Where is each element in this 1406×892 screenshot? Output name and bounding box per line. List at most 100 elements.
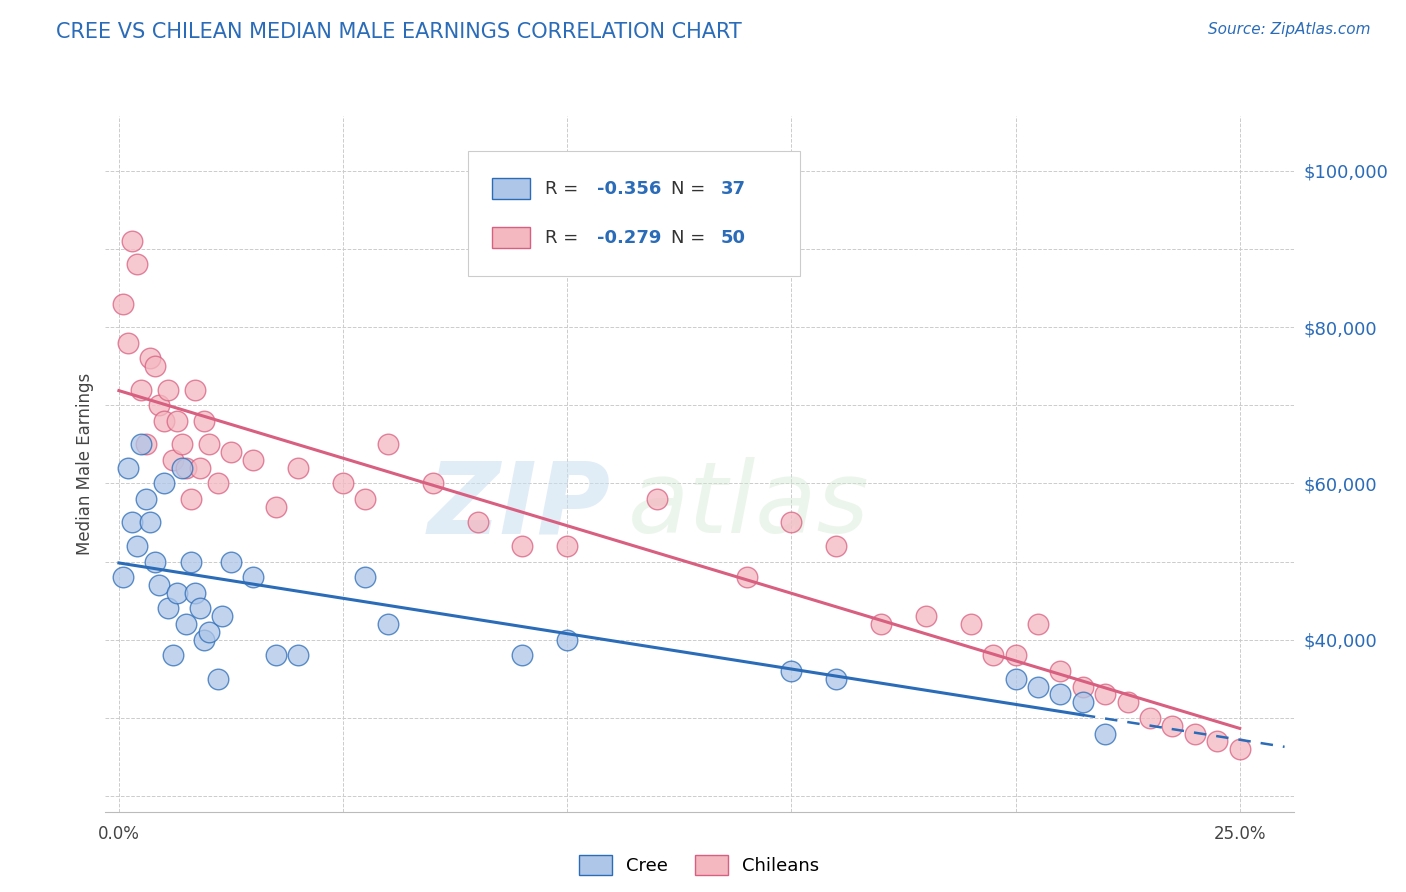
Point — [512, 539, 534, 553]
Point — [193, 414, 215, 428]
Legend: Cree, Chileans: Cree, Chileans — [572, 847, 827, 883]
Point — [121, 234, 143, 248]
Text: atlas: atlas — [628, 457, 870, 554]
Point — [143, 359, 166, 373]
Text: R =: R = — [546, 180, 583, 198]
Point — [377, 437, 399, 451]
Point — [184, 383, 207, 397]
Point — [780, 664, 803, 678]
Point — [1004, 672, 1026, 686]
Point — [1161, 719, 1184, 733]
Text: 37: 37 — [721, 180, 745, 198]
Point — [131, 383, 153, 397]
Point — [197, 624, 219, 639]
Point — [870, 617, 893, 632]
Point — [112, 296, 135, 310]
Point — [180, 491, 202, 506]
Point — [166, 414, 188, 428]
Text: R =: R = — [546, 229, 583, 247]
Point — [825, 672, 848, 686]
Point — [555, 539, 578, 553]
Point — [139, 351, 162, 366]
Point — [1026, 680, 1049, 694]
Point — [287, 460, 309, 475]
Point — [207, 476, 229, 491]
Point — [197, 437, 219, 451]
Text: 50: 50 — [721, 229, 745, 247]
Point — [555, 632, 578, 647]
Point — [981, 648, 1004, 663]
Point — [152, 476, 174, 491]
Point — [170, 460, 193, 475]
Point — [207, 672, 229, 686]
Point — [1026, 617, 1049, 632]
Point — [157, 601, 180, 615]
Point — [645, 491, 668, 506]
Point — [157, 383, 180, 397]
Point — [1071, 695, 1094, 709]
Point — [188, 601, 211, 615]
Point — [162, 453, 184, 467]
Point — [1094, 726, 1116, 740]
Text: -0.279: -0.279 — [598, 229, 662, 247]
Point — [1049, 688, 1071, 702]
Y-axis label: Median Male Earnings: Median Male Earnings — [76, 373, 94, 555]
Point — [1139, 711, 1161, 725]
Point — [121, 516, 143, 530]
Text: CREE VS CHILEAN MEDIAN MALE EARNINGS CORRELATION CHART: CREE VS CHILEAN MEDIAN MALE EARNINGS COR… — [56, 22, 742, 42]
Point — [174, 460, 197, 475]
Point — [1184, 726, 1206, 740]
FancyBboxPatch shape — [492, 178, 530, 199]
Point — [131, 437, 153, 451]
Point — [188, 460, 211, 475]
Point — [148, 578, 170, 592]
Point — [219, 555, 242, 569]
FancyBboxPatch shape — [492, 227, 530, 248]
Point — [193, 632, 215, 647]
Point — [735, 570, 758, 584]
Point — [1049, 664, 1071, 678]
Point — [377, 617, 399, 632]
Point — [264, 500, 287, 514]
Text: N =: N = — [671, 229, 711, 247]
Point — [422, 476, 444, 491]
Point — [135, 437, 157, 451]
Point — [512, 648, 534, 663]
Point — [1071, 680, 1094, 694]
Point — [332, 476, 354, 491]
Point — [166, 586, 188, 600]
FancyBboxPatch shape — [468, 151, 800, 276]
Point — [125, 539, 148, 553]
Point — [143, 555, 166, 569]
Point — [135, 491, 157, 506]
Point — [180, 555, 202, 569]
Point — [287, 648, 309, 663]
Text: -0.356: -0.356 — [598, 180, 662, 198]
Point — [915, 609, 938, 624]
Point — [1004, 648, 1026, 663]
Point — [184, 586, 207, 600]
Point — [1229, 742, 1251, 756]
Point — [1094, 688, 1116, 702]
Point — [467, 516, 489, 530]
Point — [354, 491, 377, 506]
Point — [117, 460, 139, 475]
Point — [354, 570, 377, 584]
Point — [1116, 695, 1139, 709]
Point — [152, 414, 174, 428]
Point — [139, 516, 162, 530]
Point — [264, 648, 287, 663]
Point — [148, 398, 170, 412]
Point — [242, 570, 264, 584]
Text: N =: N = — [671, 180, 711, 198]
Point — [112, 570, 135, 584]
Point — [242, 453, 264, 467]
Text: Source: ZipAtlas.com: Source: ZipAtlas.com — [1208, 22, 1371, 37]
Point — [780, 516, 803, 530]
Point — [1206, 734, 1229, 748]
Point — [125, 258, 148, 272]
Point — [174, 617, 197, 632]
Point — [825, 539, 848, 553]
Point — [211, 609, 233, 624]
Point — [162, 648, 184, 663]
